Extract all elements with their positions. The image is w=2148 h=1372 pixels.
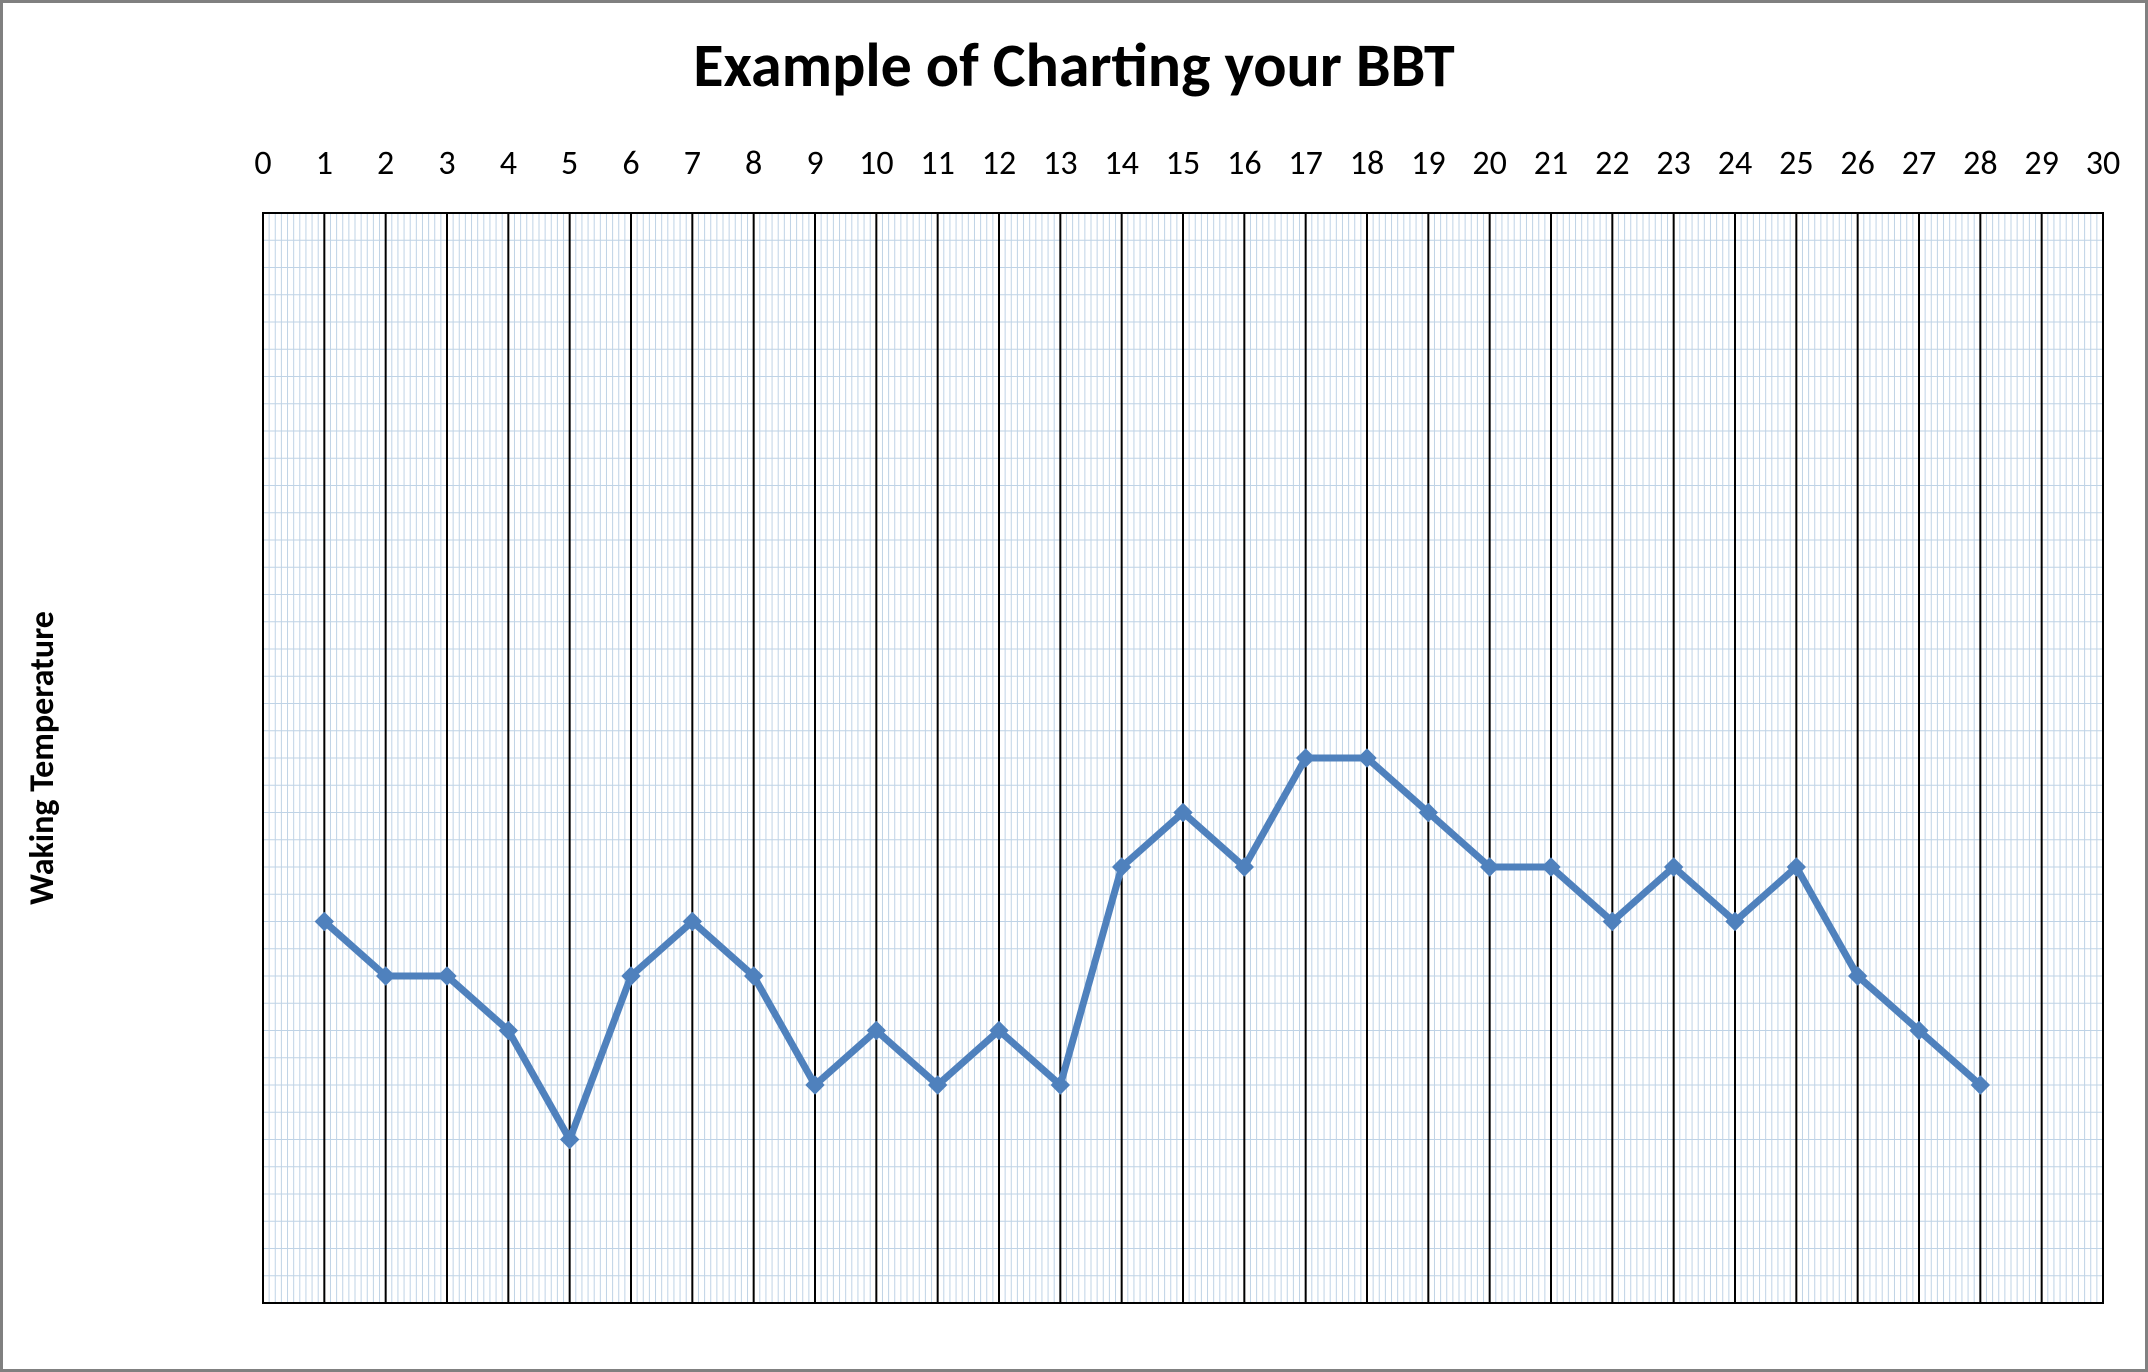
x-tick-label: 6 [622,143,639,184]
x-tick-label: 16 [1227,143,1261,184]
x-tick-label: 24 [1718,143,1752,184]
y-axis-title: Waking Temperature [22,611,63,905]
chart-title: Example of Charting your BBT [3,27,2145,103]
x-tick-label: 25 [1779,143,1813,184]
x-tick-label: 19 [1411,143,1445,184]
x-tick-label: 13 [1043,143,1077,184]
x-tick-label: 15 [1166,143,1200,184]
x-tick-label: 1 [316,143,333,184]
x-tick-label: 5 [561,143,578,184]
x-tick-label: 30 [2086,143,2120,184]
x-tick-label: 29 [2024,143,2058,184]
x-tick-label: 23 [1656,143,1690,184]
x-tick-label: 18 [1350,143,1384,184]
x-tick-label: 28 [1963,143,1997,184]
x-tick-label: 12 [982,143,1016,184]
x-tick-label: 9 [806,143,823,184]
x-tick-label: 20 [1472,143,1506,184]
x-tick-label: 26 [1840,143,1874,184]
x-tick-label: 27 [1902,143,1936,184]
x-tick-label: 14 [1104,143,1138,184]
x-tick-label: 17 [1288,143,1322,184]
plot-svg [263,213,2103,1303]
x-tick-label: 8 [745,143,762,184]
x-tick-label: 4 [500,143,517,184]
x-tick-label: 10 [859,143,893,184]
chart-frame: Example of Charting your BBT Waking Temp… [0,0,2148,1372]
x-tick-label: 2 [377,143,394,184]
x-tick-label: 7 [684,143,701,184]
x-tick-label: 11 [920,143,954,184]
plot-area [263,213,2103,1303]
x-tick-label: 3 [438,143,455,184]
x-tick-label: 22 [1595,143,1629,184]
x-tick-label: 21 [1534,143,1568,184]
x-tick-label: 0 [254,143,271,184]
